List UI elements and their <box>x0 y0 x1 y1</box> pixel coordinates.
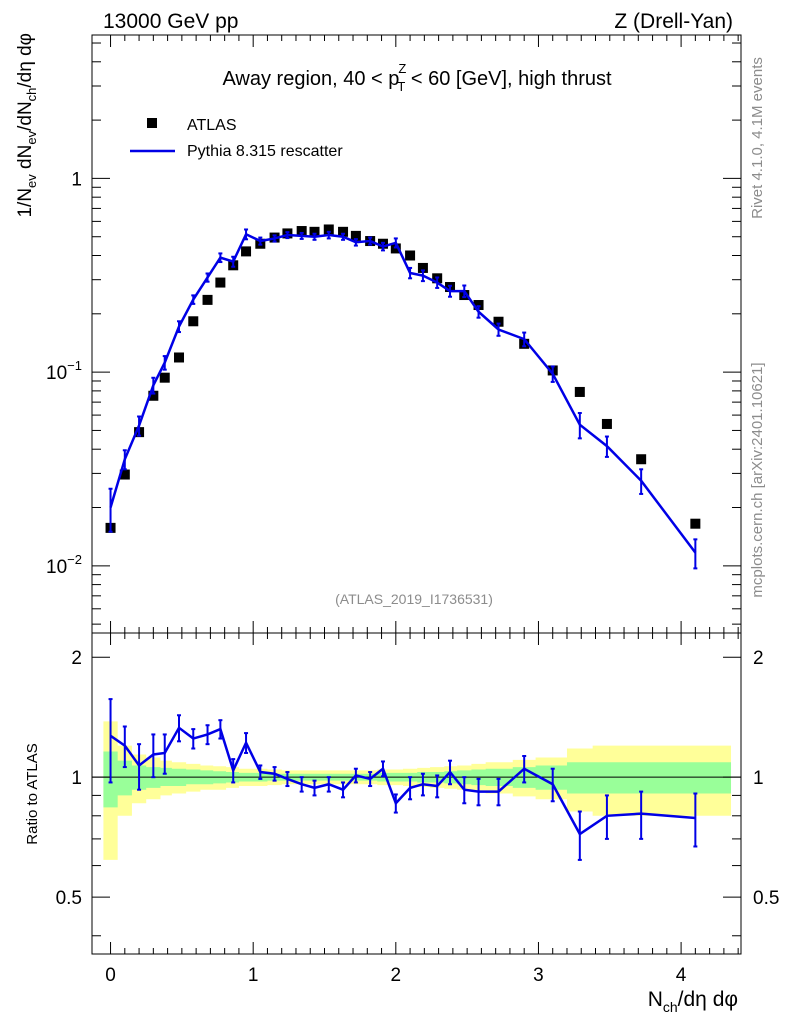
header-right: Z (Drell-Yan) <box>614 10 733 33</box>
atlas-data-point <box>241 246 252 257</box>
main-y-tick-exponent: −2 <box>67 552 82 567</box>
atlas-data-point <box>188 316 199 327</box>
atlas-data-point <box>417 262 428 273</box>
atlas-data-point <box>350 230 361 241</box>
atlas-data-point <box>338 226 349 237</box>
watermark: (ATLAS_2019_I1736531) <box>335 591 493 607</box>
main-y-tick-exponent: −1 <box>67 358 82 373</box>
atlas-data-point <box>405 250 416 261</box>
atlas-data-point <box>574 386 585 397</box>
atlas-data-point <box>323 224 334 235</box>
x-tick-label: 3 <box>533 965 544 986</box>
main-plot-area <box>105 224 701 570</box>
atlas-data-point <box>119 469 130 480</box>
legend-atlas-marker <box>147 118 157 128</box>
atlas-data-point <box>473 300 484 311</box>
main-y-tick-label: 10−1 <box>46 358 82 384</box>
legend: ATLAS Pythia 8.315 rescatter <box>130 117 343 160</box>
ratio-y-tick-label-right: 1 <box>753 768 764 789</box>
ratio-panel: 0 1 2 3 4 0.5 0.5 1 1 2 2 Ratio to ATLAS Nch/dη dφ <box>24 632 779 1015</box>
atlas-data-point <box>174 352 185 363</box>
legend-mc-label: Pythia 8.315 rescatter <box>187 143 343 160</box>
atlas-data-point <box>309 226 320 237</box>
ratio-band-outer <box>103 721 732 860</box>
x-tick-label: 1 <box>248 965 259 986</box>
main-panel: 10−2 10−1 1 Away region, 40 < pZ T < 60 [Ge… <box>15 33 742 634</box>
mcplots-label: mcplots.cern.ch [arXiv:2401.10621] <box>749 362 766 597</box>
ratio-y-tick-label-right: 2 <box>753 648 764 669</box>
header-left: 13000 GeV pp <box>103 10 238 33</box>
x-tick-label: 2 <box>391 965 402 986</box>
atlas-data-point <box>159 372 170 383</box>
main-title: Away region, 40 < pZ T < 60 [GeV], high t… <box>222 61 612 94</box>
atlas-data-point <box>493 316 504 327</box>
ratio-frame <box>91 632 742 955</box>
mc-line <box>109 232 697 554</box>
rivet-label: Rivet 4.1.0, 4.1M events <box>749 57 766 219</box>
ratio-y-tick-label: 0.5 <box>56 888 82 909</box>
atlas-data-point <box>636 454 647 465</box>
main-y-tick-label: 1 <box>71 169 82 190</box>
main-ylabel: 1/Nev dNev/dNch/dη dφ <box>15 33 39 218</box>
atlas-data-point <box>202 294 213 305</box>
atlas-data-point <box>148 390 159 401</box>
x-tick-label: 0 <box>105 965 116 986</box>
ratio-y-tick-label-right: 0.5 <box>753 888 779 909</box>
ratio-band-inner <box>103 751 732 808</box>
atlas-data-point <box>215 277 226 288</box>
ratio-y-tick-label: 1 <box>71 768 82 789</box>
ratio-plot-area <box>92 698 741 861</box>
ratio-y-tick-label: 2 <box>71 648 82 669</box>
ratio-axis-ticks: 0 1 2 3 4 0.5 0.5 1 1 2 2 <box>56 633 779 986</box>
atlas-data-point <box>296 226 307 237</box>
x-tick-label: 4 <box>676 965 687 986</box>
main-axis-ticks: 10−2 10−1 1 <box>46 35 741 633</box>
ratio-ylabel: Ratio to ATLAS <box>24 743 41 844</box>
main-y-tick-label: 10−2 <box>46 552 82 578</box>
atlas-data-point <box>601 418 612 429</box>
atlas-data-point <box>690 518 701 529</box>
legend-atlas-label: ATLAS <box>187 117 237 134</box>
ratio-xlabel: Nch/dη dφ <box>648 988 738 1015</box>
